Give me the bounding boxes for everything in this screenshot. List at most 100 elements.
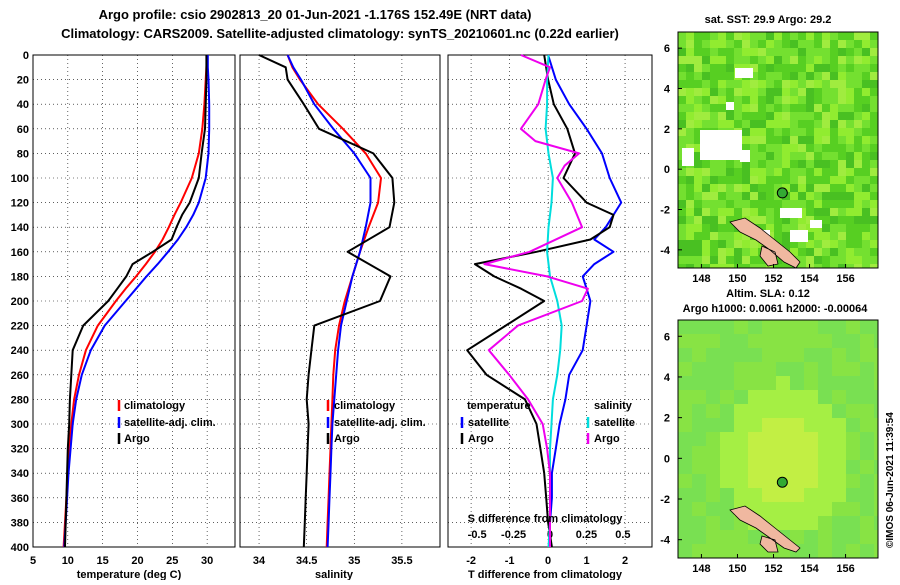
map-cell (830, 48, 838, 56)
map-cell (814, 144, 822, 152)
map-cell (678, 404, 692, 418)
map-cell (860, 502, 874, 516)
map-cell (710, 168, 718, 176)
map-cell (838, 248, 846, 256)
map-cell (678, 56, 686, 64)
map-cell (726, 40, 734, 48)
map-cell (822, 168, 830, 176)
map-cell (720, 320, 734, 334)
map-cell (814, 32, 822, 40)
map-cell (686, 136, 694, 144)
map-cell (838, 128, 846, 136)
map-cell (862, 128, 870, 136)
map-cell (748, 348, 762, 362)
lat-tick-label: -2 (660, 205, 670, 217)
map-cell (678, 474, 692, 488)
map-cell (706, 460, 720, 474)
map-cell (726, 240, 734, 248)
map-cell (822, 88, 830, 96)
map-cell (750, 48, 758, 56)
map-cell (870, 48, 878, 56)
map-cell (702, 72, 710, 80)
map-cell (790, 376, 804, 390)
map-cell (734, 192, 742, 200)
map-cell (870, 248, 878, 256)
map-cell (870, 88, 878, 96)
map-cell (718, 248, 726, 256)
map-cell (686, 64, 694, 72)
map-cell (870, 216, 878, 224)
map-cell (830, 80, 838, 88)
map-cell (874, 404, 878, 418)
map-cell (860, 390, 874, 404)
x-tick-label: 1 (584, 555, 590, 567)
map-cell (806, 152, 814, 160)
map-cell (790, 216, 798, 224)
map-cell (854, 208, 862, 216)
map-cell (798, 240, 806, 248)
map-cell (790, 404, 804, 418)
map-cell (734, 88, 742, 96)
map-cell (862, 80, 870, 88)
map-cell (702, 168, 710, 176)
map-cell (686, 216, 694, 224)
map-cell (870, 240, 878, 248)
map-cell (734, 112, 742, 120)
map-cell (806, 72, 814, 80)
map-cell (758, 64, 766, 72)
y-tick-label: 340 (11, 468, 29, 480)
map-cell (686, 256, 694, 264)
map-cell (710, 160, 718, 168)
map-cell (818, 446, 832, 460)
lat-tick-label: -4 (660, 535, 671, 547)
y-tick-label: 280 (11, 394, 29, 406)
map-cell (830, 176, 838, 184)
map-cell (782, 112, 790, 120)
map-cell (718, 176, 726, 184)
map-cell (686, 184, 694, 192)
imos-credit: ©IMOS 06-Jun-2021 11:39:54 (885, 412, 896, 548)
map-cell (874, 502, 878, 516)
map-cell (806, 160, 814, 168)
map-cell (692, 376, 706, 390)
map-cell (838, 88, 846, 96)
map-cell (710, 184, 718, 192)
map-cell (874, 474, 878, 488)
y-tick-label: 380 (11, 517, 29, 529)
map-cell (846, 320, 860, 334)
map-cell (814, 168, 822, 176)
map-cell (822, 144, 830, 152)
map-cell (776, 404, 790, 418)
map-cell (694, 128, 702, 136)
map-cell (814, 40, 822, 48)
map-cell (694, 248, 702, 256)
map-cell (694, 32, 702, 40)
map-cell (814, 112, 822, 120)
map-cell (846, 502, 860, 516)
map-cell (726, 72, 734, 80)
land-mass (729, 505, 801, 553)
map-cell (862, 248, 870, 256)
map-cell (860, 460, 874, 474)
map-cell (782, 88, 790, 96)
map-cell (814, 56, 822, 64)
map-cell (860, 516, 874, 530)
map-cell (822, 104, 830, 112)
map-cell (762, 320, 776, 334)
map-cell (742, 184, 750, 192)
map-cell (706, 544, 720, 558)
map-cell (694, 136, 702, 144)
map-cell (806, 208, 814, 216)
map-cell (702, 224, 710, 232)
map-cell (874, 376, 878, 390)
map-cell (742, 128, 750, 136)
map-cell (804, 362, 818, 376)
map-cell (762, 502, 776, 516)
map-cell (766, 208, 774, 216)
map-cell (818, 432, 832, 446)
map-cell (846, 120, 854, 128)
map-cell (720, 348, 734, 362)
map-cell (846, 232, 854, 240)
map-cell (694, 88, 702, 96)
map-cell (854, 264, 862, 268)
